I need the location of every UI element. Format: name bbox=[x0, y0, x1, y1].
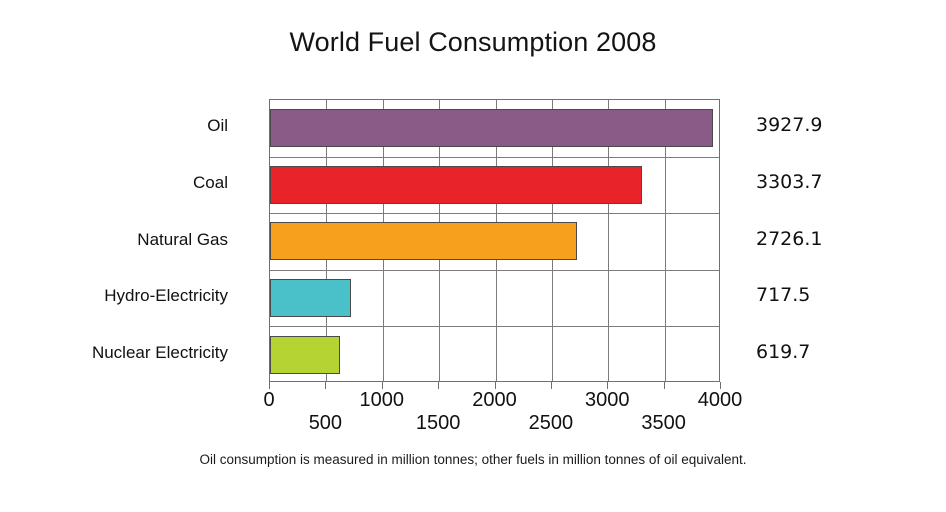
gridline-horizontal bbox=[270, 326, 719, 328]
bar-coal bbox=[270, 165, 643, 204]
category-label-oil: Oil bbox=[207, 116, 228, 136]
category-label-natural-gas: Natural Gas bbox=[137, 229, 228, 249]
chart-annotation: Oil consumption is measured in million t… bbox=[199, 452, 747, 467]
gridline-vertical bbox=[608, 100, 610, 381]
x-tick-mark bbox=[381, 382, 383, 389]
x-tick-label: 2500 bbox=[528, 412, 574, 434]
category-label-hydro-electricity: Hydro-Electricity bbox=[104, 286, 228, 306]
bar-row bbox=[270, 157, 719, 214]
x-tick-mark bbox=[607, 382, 609, 389]
category-label-nuclear-electricity: Nuclear Electricity bbox=[91, 342, 228, 362]
x-tick-mark bbox=[269, 382, 270, 389]
gridline-horizontal bbox=[270, 213, 719, 215]
value-label-natural-gas: 2726.1 bbox=[756, 227, 823, 250]
plot-area bbox=[269, 99, 720, 382]
x-tick-label: 2000 bbox=[472, 389, 517, 411]
gridline-horizontal bbox=[270, 156, 719, 158]
bar-hydro-electricity bbox=[270, 279, 351, 318]
gridline-vertical bbox=[664, 100, 666, 381]
x-tick-mark bbox=[720, 382, 721, 389]
bar-oil bbox=[270, 109, 713, 148]
x-tick-label: 0 bbox=[263, 389, 275, 411]
x-tick-mark bbox=[550, 382, 552, 389]
bar-row bbox=[270, 213, 719, 270]
x-tick-mark bbox=[663, 382, 665, 389]
x-tick-label: 500 bbox=[308, 412, 343, 434]
bar-natural-gas bbox=[270, 222, 578, 261]
value-label-hydro-electricity: 717.5 bbox=[756, 284, 811, 307]
chart-title: World Fuel Consumption 2008 bbox=[289, 27, 657, 57]
x-tick-mark bbox=[438, 382, 440, 389]
x-tick-label: 1500 bbox=[415, 412, 461, 434]
value-label-coal: 3303.7 bbox=[756, 170, 823, 193]
bar-row bbox=[270, 270, 719, 327]
value-label-oil: 3927.9 bbox=[756, 114, 823, 137]
x-tick-mark bbox=[494, 382, 496, 389]
x-tick-label: 1000 bbox=[359, 389, 405, 411]
x-tick-label: 3000 bbox=[585, 389, 630, 411]
bar-row bbox=[270, 100, 719, 157]
gridline-horizontal bbox=[270, 269, 719, 271]
x-tick-label: 3500 bbox=[641, 412, 686, 434]
bar-nuclear-electricity bbox=[270, 335, 340, 374]
bar-row bbox=[270, 326, 719, 383]
x-tick-mark bbox=[325, 382, 327, 389]
x-tick-label: 4000 bbox=[697, 389, 743, 411]
category-label-coal: Coal bbox=[193, 172, 228, 192]
value-label-nuclear-electricity: 619.7 bbox=[756, 340, 811, 363]
